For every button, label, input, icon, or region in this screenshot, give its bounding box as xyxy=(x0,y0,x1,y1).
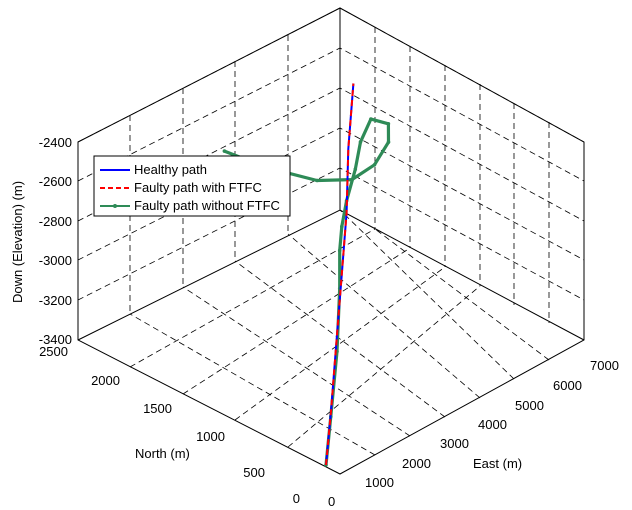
x-tick-label: 1000 xyxy=(365,475,394,490)
series-point xyxy=(340,224,344,229)
legend-entry: Faulty path without FTFC xyxy=(134,198,280,213)
y-tick-label: 500 xyxy=(243,465,265,480)
y-tick-label: 2000 xyxy=(91,373,120,388)
z-tick-label: -3200 xyxy=(39,293,72,308)
y-tick-label: 2500 xyxy=(39,344,68,359)
legend-entry: Healthy path xyxy=(134,162,207,177)
x-tick-label: 3000 xyxy=(440,436,469,451)
z-tick-label: -2600 xyxy=(39,174,72,189)
series-point xyxy=(372,163,377,167)
x-tick-label: 6000 xyxy=(553,378,582,393)
legend-entry: Faulty path with FTFC xyxy=(134,180,262,195)
series-point xyxy=(350,177,354,182)
x-tick-label: 7000 xyxy=(590,358,619,373)
x-tick-label: 0 xyxy=(328,494,335,509)
z-tick-label: -2400 xyxy=(39,135,72,150)
x-tick-labels: 0 1000 2000 3000 4000 5000 6000 7000 xyxy=(328,358,619,509)
series-line-0 xyxy=(325,83,355,466)
z-tick-label: -3000 xyxy=(39,253,72,268)
z-axis-label: Down (Elevation) (m) xyxy=(10,181,25,303)
series-point xyxy=(337,248,342,253)
series-layer xyxy=(222,83,391,467)
x-tick-label: 2000 xyxy=(402,456,431,471)
x-tick-label: 5000 xyxy=(515,398,544,413)
z-tick-label: -2800 xyxy=(39,214,72,229)
series-point xyxy=(358,140,363,144)
y-tick-label: 1500 xyxy=(143,401,172,416)
z-tick-labels: -2400 -2600 -2800 -3000 -3200 -3400 xyxy=(39,135,72,347)
axes-box-and-grid xyxy=(77,7,585,475)
series-point xyxy=(369,117,373,121)
x-tick-label: 4000 xyxy=(478,417,507,432)
y-tick-labels: 2500 2000 1500 1000 500 0 xyxy=(39,344,300,506)
series-point xyxy=(353,167,358,172)
series-point xyxy=(386,140,391,144)
legend: Healthy path Faulty path with FTFC Fault… xyxy=(93,155,291,217)
series-point xyxy=(315,178,319,183)
y-axis-label: North (m) xyxy=(135,446,190,461)
z-tick-label: -3400 xyxy=(39,332,72,347)
y-tick-label: 1000 xyxy=(196,429,225,444)
series-point xyxy=(386,122,391,126)
y-tick-label: 0 xyxy=(293,491,300,506)
series-point xyxy=(222,149,227,153)
x-axis-label: East (m) xyxy=(473,456,522,471)
legend-marker xyxy=(113,204,117,208)
